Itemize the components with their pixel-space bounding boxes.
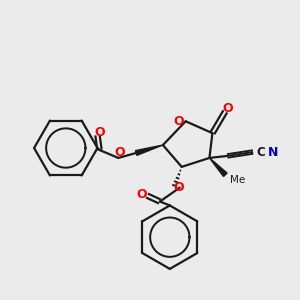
Text: O: O [173,181,184,194]
Text: C: C [256,146,265,160]
Text: Me: Me [230,175,245,185]
Text: O: O [222,102,232,115]
Text: O: O [94,126,105,139]
Text: O: O [137,188,147,201]
Polygon shape [209,158,227,176]
Text: O: O [114,146,124,160]
Polygon shape [135,145,163,155]
Text: O: O [173,115,184,128]
Text: N: N [268,146,278,160]
